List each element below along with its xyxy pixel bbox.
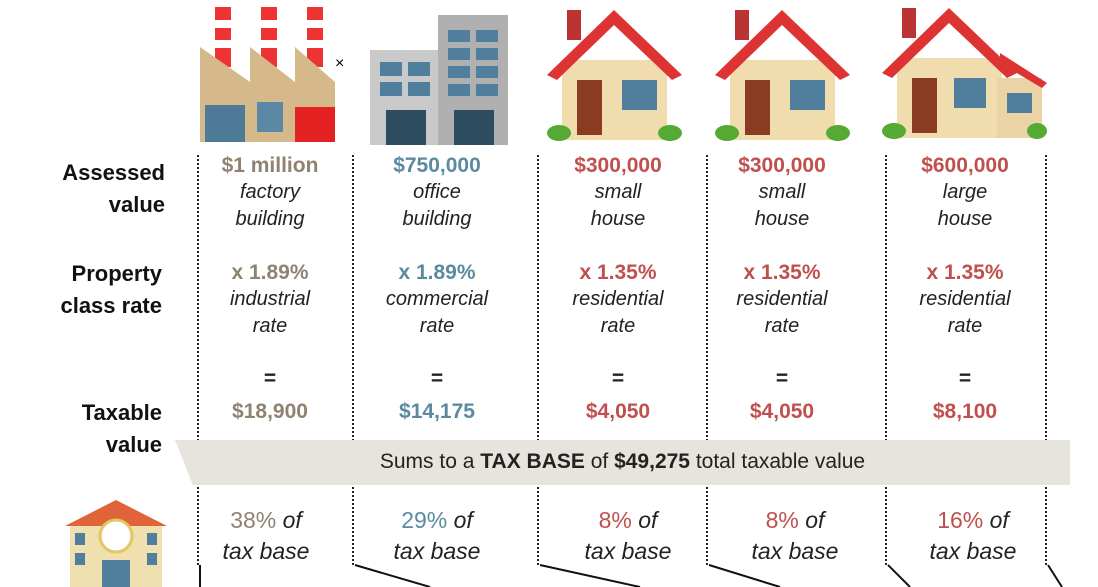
rate-class: commercial: [385, 288, 489, 310]
property-type: house: [590, 208, 646, 230]
assessed-value: $1 million: [221, 154, 319, 177]
assessed-value-cell: $300,000 small house: [538, 152, 698, 233]
share-percent: 8%: [598, 507, 632, 533]
class-rate: x 1.35%: [579, 261, 657, 284]
property-type: house: [937, 208, 993, 230]
connector-line: [887, 564, 911, 587]
taxable-value-cell: = $8,100: [885, 365, 1045, 425]
property-type: large: [942, 181, 988, 203]
rate-class: industrial: [229, 288, 311, 310]
school-clock-icon: [65, 500, 167, 587]
tax-base-share: 38% of tax base: [222, 507, 310, 564]
taxable-value: $4,050: [749, 400, 815, 423]
property-type: building: [235, 208, 305, 230]
assessed-value: $300,000: [738, 154, 826, 177]
assessed-value: $600,000: [921, 154, 1009, 177]
property-type: office: [413, 181, 461, 203]
column-divider: [1045, 155, 1047, 565]
rate-class: rate: [252, 315, 288, 337]
taxable-value-cell: = $18,900: [190, 365, 350, 425]
assessed-value-cell: $750,000 office building: [357, 152, 517, 233]
equals-sign: =: [775, 367, 789, 390]
factory-icon: [200, 7, 335, 142]
connector-line: [354, 564, 431, 587]
taxable-value: $18,900: [232, 400, 308, 423]
class-rate-cell: x 1.89% commercial rate: [357, 259, 517, 340]
row-label-taxable-value: Taxable value: [81, 400, 162, 457]
property-type: factory: [239, 181, 301, 203]
class-rate: x 1.89%: [398, 261, 476, 284]
house-icon: [547, 10, 682, 141]
tax-base-share: 16% of tax base: [929, 507, 1017, 564]
share-percent: 16%: [937, 507, 984, 533]
tax-base-share: 29% of tax base: [393, 507, 481, 564]
row-label-property-class-rate: Property class rate: [60, 261, 162, 318]
property-type: building: [402, 208, 472, 230]
rate-class: rate: [419, 315, 455, 337]
class-rate: x 1.89%: [231, 261, 309, 284]
tax-base-share: 8% of tax base: [584, 507, 672, 564]
house-icon: [715, 10, 850, 141]
property-type: small: [594, 181, 642, 203]
rate-class: residential: [919, 288, 1011, 310]
rate-class: rate: [947, 315, 983, 337]
class-rate: x 1.35%: [926, 261, 1004, 284]
share-percent: 38%: [230, 507, 277, 533]
class-rate-cell: x 1.35% residential rate: [885, 259, 1045, 340]
connector-line: [539, 564, 641, 587]
column-divider: [885, 155, 887, 565]
class-rate-cell: x 1.89% industrial rate: [190, 259, 350, 340]
column-divider: [197, 155, 199, 565]
class-rate-cell: x 1.35% residential rate: [702, 259, 862, 340]
row-label-assessed-value: Assessed value: [62, 160, 165, 217]
close-mark: ×: [335, 55, 345, 72]
connector-line: [708, 564, 781, 587]
equals-sign: =: [958, 367, 972, 390]
assessed-value-cell: $300,000 small house: [702, 152, 862, 233]
share-percent: 29%: [401, 507, 448, 533]
taxable-value-cell: = $4,050: [538, 365, 698, 425]
taxable-value: $8,100: [932, 400, 998, 423]
connector-line: [1047, 564, 1063, 587]
column-divider: [537, 155, 539, 565]
column-divider: [706, 155, 708, 565]
tax-base-summary: Sums to a TAX BASE of $49,275 total taxa…: [379, 450, 866, 473]
class-rate: x 1.35%: [743, 261, 821, 284]
assessed-value: $300,000: [574, 154, 662, 177]
assessed-value: $750,000: [393, 154, 481, 177]
rate-class: rate: [600, 315, 636, 337]
assessed-value-cell: $1 million factory building: [190, 152, 350, 233]
class-rate-cell: x 1.35% residential rate: [538, 259, 698, 340]
taxable-value-cell: = $14,175: [357, 365, 517, 425]
tax-base-share: 8% of tax base: [751, 507, 839, 564]
equals-sign: =: [430, 367, 444, 390]
column-divider: [352, 155, 354, 565]
office-building-icon: [370, 15, 508, 145]
tax-base-band: [175, 440, 1070, 485]
equals-sign: =: [263, 367, 277, 390]
taxable-value-cell: = $4,050: [702, 365, 862, 425]
assessed-value-cell: $600,000 large house: [885, 152, 1045, 233]
equals-sign: =: [611, 367, 625, 390]
property-type: small: [758, 181, 806, 203]
taxable-value: $14,175: [399, 400, 475, 423]
house-with-garage-icon: [882, 8, 1047, 139]
taxable-value: $4,050: [585, 400, 651, 423]
property-type: house: [754, 208, 810, 230]
share-percent: 8%: [765, 507, 799, 533]
rate-class: residential: [736, 288, 828, 310]
rate-class: residential: [572, 288, 664, 310]
rate-class: rate: [764, 315, 800, 337]
